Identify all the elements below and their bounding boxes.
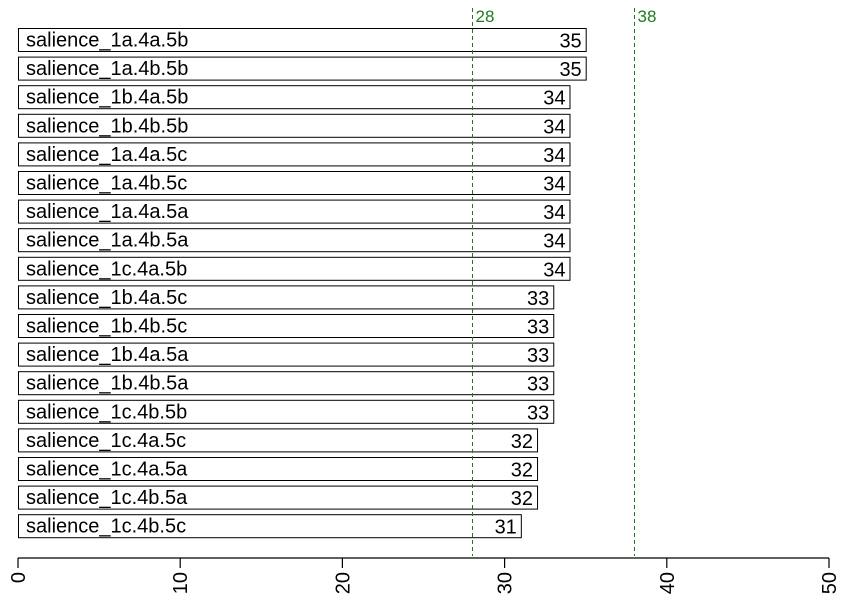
- bar-row: salience_1a.4b.5b 35: [18, 56, 587, 81]
- bar-row: salience_1c.4a.5c 32: [18, 428, 539, 453]
- bar-value-label: 34: [543, 174, 565, 196]
- bar-value-label: 32: [511, 488, 533, 510]
- bar: [18, 28, 587, 52]
- x-tick-label: 40: [657, 572, 679, 594]
- bar-row: salience_1c.4b.5b 33: [18, 399, 555, 424]
- bar-row: salience_1a.4b.5a 34: [18, 228, 571, 253]
- bar-value-label: 33: [527, 345, 549, 367]
- bar-category-label: salience_1b.4a.5a: [26, 344, 189, 366]
- bar-row: salience_1b.4a.5b 34: [18, 85, 571, 110]
- bar-value-label: 34: [543, 116, 565, 138]
- x-tick-label: 30: [495, 572, 517, 594]
- bar-row: salience_1c.4a.5a 32: [18, 457, 539, 482]
- bar-category-label: salience_1b.4a.5c: [26, 287, 187, 309]
- bar: [18, 113, 571, 138]
- bar-category-label: salience_1b.4b.5c: [26, 316, 187, 338]
- bar-value-label: 32: [511, 460, 533, 482]
- bar-row: salience_1b.4a.5c 33: [18, 285, 555, 310]
- bar-value-label: 31: [495, 517, 517, 539]
- bar-row: salience_1c.4b.5a 32: [18, 485, 539, 510]
- bar-category-label: salience_1c.4a.5b: [26, 258, 187, 280]
- bar: [18, 485, 539, 510]
- bar: [18, 399, 555, 424]
- bar: [18, 371, 555, 396]
- bar: [18, 457, 539, 481]
- bar-row: salience_1c.4a.5b 34: [18, 256, 571, 281]
- bar-row: salience_1b.4a.5a 33: [18, 342, 555, 367]
- bar-row: salience_1a.4a.5c 34: [18, 142, 571, 167]
- reference-line-label: 28: [476, 7, 495, 26]
- x-tick-label: 50: [819, 572, 841, 594]
- bar-row: salience_1a.4b.5c 34: [18, 171, 571, 196]
- x-tick-label: 20: [332, 572, 354, 594]
- bar: [18, 256, 571, 281]
- bar-row: salience_1b.4b.5c 33: [18, 314, 555, 339]
- reference-line-label: 38: [638, 7, 657, 26]
- bar-category-label: salience_1b.4b.5b: [26, 115, 188, 137]
- bar: [18, 428, 539, 453]
- bar-row: salience_1c.4b.5c 31: [18, 514, 522, 539]
- bar-category-label: salience_1c.4b.5b: [26, 401, 187, 423]
- bar-category-label: salience_1c.4a.5c: [26, 430, 186, 452]
- x-tick-label: 10: [170, 572, 192, 594]
- bar-row: salience_1a.4a.5b 35: [18, 28, 587, 53]
- bar-row: salience_1a.4a.5a 34: [18, 199, 571, 224]
- bar-row: salience_1b.4b.5b 34: [18, 113, 571, 138]
- bar-value-label: 34: [543, 202, 565, 224]
- bar-category-label: salience_1a.4b.5b: [26, 58, 188, 80]
- reference-lines-layer: 28 38: [472, 7, 657, 556]
- bar-value-label: 35: [559, 31, 581, 53]
- bar-category-label: salience_1c.4a.5a: [26, 459, 188, 481]
- bar-category-label: salience_1a.4a.5c: [26, 144, 187, 166]
- bar-value-label: 35: [559, 59, 581, 81]
- bar-category-label: salience_1b.4b.5a: [26, 373, 189, 395]
- bar-value-label: 33: [527, 288, 549, 310]
- bar: [18, 56, 587, 81]
- bar: [18, 314, 555, 338]
- bar-value-label: 34: [543, 145, 565, 167]
- bar: [18, 171, 571, 195]
- bar-category-label: salience_1a.4b.5a: [26, 230, 189, 252]
- bar-value-label: 34: [543, 88, 565, 110]
- bar-value-label: 34: [543, 259, 565, 281]
- bar-category-label: salience_1a.4a.5b: [26, 30, 188, 52]
- bar-row: salience_1b.4b.5a 33: [18, 371, 555, 396]
- bar: [18, 85, 571, 110]
- bar-category-label: salience_1c.4b.5a: [26, 487, 188, 509]
- bar-category-label: salience_1a.4a.5a: [26, 201, 189, 223]
- bar-value-label: 33: [527, 402, 549, 424]
- bar: [18, 285, 555, 310]
- x-axis: 0 10 20 30 40 50: [8, 557, 841, 594]
- bar-value-label: 33: [527, 374, 549, 396]
- bar-value-label: 33: [527, 317, 549, 339]
- bar-category-label: salience_1b.4a.5b: [26, 87, 188, 109]
- x-tick-label: 0: [8, 572, 30, 583]
- bar: [18, 142, 571, 167]
- bar-category-label: salience_1a.4b.5c: [26, 173, 187, 195]
- bar: [18, 342, 555, 367]
- bar-value-label: 34: [543, 231, 565, 253]
- bar-category-label: salience_1c.4b.5c: [26, 516, 186, 538]
- bar-value-label: 32: [511, 431, 533, 453]
- bar: [18, 199, 571, 224]
- bar: [18, 228, 571, 253]
- bar: [18, 514, 522, 539]
